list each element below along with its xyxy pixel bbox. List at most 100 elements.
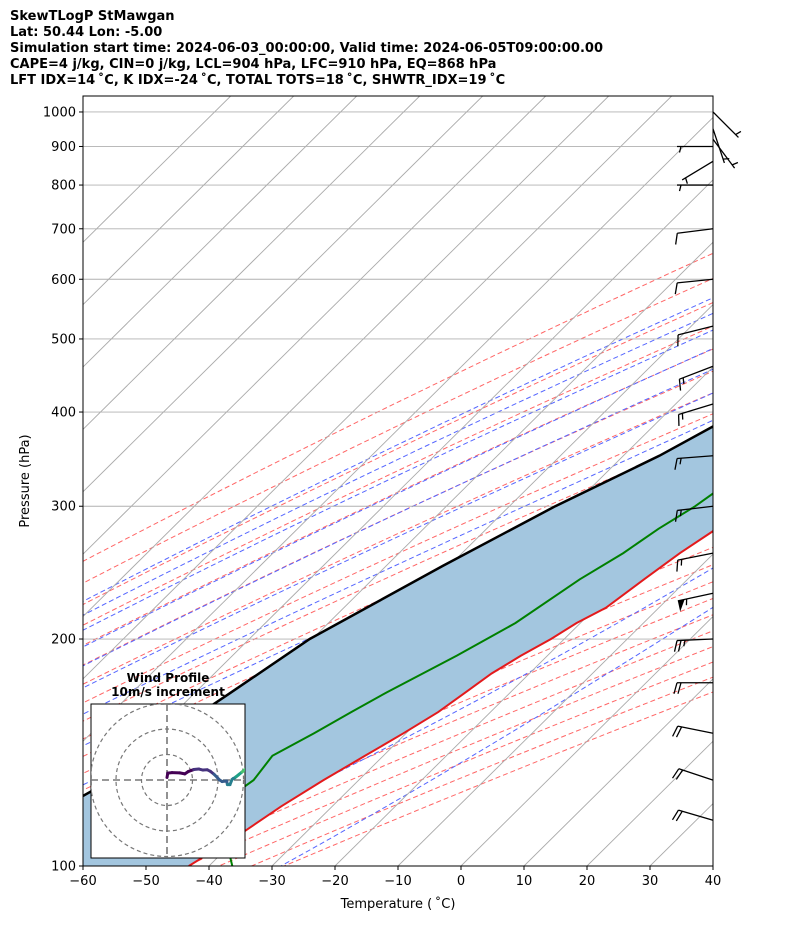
wind-barb	[674, 505, 714, 522]
barb-full-flag	[674, 510, 678, 522]
barb-half-flag	[678, 184, 682, 192]
barb-staff	[677, 638, 714, 642]
barb-staff	[677, 552, 714, 561]
x-tick-label: −10	[384, 874, 411, 889]
barb-staff	[678, 403, 714, 416]
hodograph-subtitle: 10m/s increment	[111, 685, 225, 699]
dry-adiabat-line	[83, 433, 713, 722]
title-line-2: Lat: 50.44 Lon: -5.00	[10, 25, 163, 40]
x-tick-label: −50	[132, 874, 159, 889]
wind-barb	[677, 325, 714, 347]
wind-barb	[681, 160, 714, 184]
wind-barb	[673, 682, 713, 694]
barb-staff	[677, 278, 714, 284]
moist-adiabat-line	[83, 419, 713, 715]
barb-full-flag	[671, 768, 680, 779]
moist-adiabat-line	[83, 392, 713, 689]
y-tick-label: 900	[51, 140, 76, 155]
isotherm-line	[83, 96, 610, 618]
title-line-1: SkewTLogP StMawgan	[10, 9, 175, 24]
title-line-3: Simulation start time: 2024-06-03_00:00:…	[10, 41, 603, 56]
isotherm-line	[460, 615, 713, 866]
barb-full-flag	[673, 640, 678, 652]
barb-full-flag	[671, 809, 680, 821]
y-tick-label: 1000	[43, 105, 76, 120]
barb-staff	[677, 228, 714, 234]
dry-adiabat-line	[83, 546, 713, 823]
wind-barb	[674, 278, 714, 295]
barb-full-flag	[674, 458, 678, 470]
barb-full-flag	[675, 810, 683, 822]
x-tick-label: −20	[321, 874, 348, 889]
wind-barb	[677, 145, 713, 153]
isotherm-line	[83, 96, 295, 306]
wind-barb	[676, 552, 714, 572]
barb-staff	[677, 455, 714, 460]
dry-adiabat-line	[83, 392, 713, 685]
x-tick-label: −60	[69, 874, 96, 889]
y-axis-label: Pressure (hPa)	[18, 434, 33, 527]
isotherm-line	[83, 96, 484, 493]
isotherm-line	[523, 678, 713, 866]
y-tick-label: 100	[51, 860, 76, 875]
wind-barbs	[671, 111, 742, 822]
barb-half-flag	[731, 161, 739, 166]
barb-full-flag	[675, 769, 684, 780]
barb-full-flag	[672, 725, 679, 737]
barb-staff	[678, 768, 714, 781]
barb-full-flag	[675, 233, 678, 245]
moist-adiabat-line	[83, 312, 713, 616]
dewpoint-line	[220, 492, 713, 866]
barb-staff	[712, 138, 736, 169]
title-line-4: CAPE=4 j/kg, CIN=0 j/kg, LCL=904 hPa, LF…	[10, 57, 497, 72]
isotherm-line	[83, 116, 713, 742]
barb-half-flag	[682, 377, 685, 384]
y-tick-label: 500	[51, 332, 76, 347]
y-tick-label: 400	[51, 406, 76, 421]
isotherm-line	[334, 491, 713, 866]
barb-full-flag	[678, 379, 682, 391]
wind-barb	[712, 111, 742, 138]
wind-barb	[677, 184, 713, 192]
barb-full-flag	[673, 682, 678, 694]
x-tick-label: −30	[258, 874, 285, 889]
x-tick-label: 40	[705, 874, 722, 889]
barb-half-flag	[678, 146, 682, 153]
barb-staff	[677, 505, 714, 512]
barb-half-flag	[679, 509, 682, 517]
barb-full-flag	[677, 682, 682, 694]
mixing-ratio-line	[762, 96, 794, 279]
wind-barb	[674, 455, 714, 470]
x-tick-label: 30	[642, 874, 659, 889]
dry-adiabat-line	[83, 277, 713, 584]
y-tick-label: 800	[51, 179, 76, 194]
barb-staff	[679, 365, 714, 380]
wind-barb	[672, 725, 714, 738]
dry-adiabat-line	[83, 325, 713, 626]
barb-full-flag	[677, 640, 682, 652]
isotherm-line	[83, 96, 673, 680]
x-tick-label: −40	[195, 874, 222, 889]
isotherm-line	[83, 96, 547, 555]
y-tick-label: 700	[51, 222, 76, 237]
temperature-line	[188, 529, 713, 866]
isotherm-line	[83, 96, 358, 368]
barb-staff	[678, 809, 714, 821]
barb-staff	[677, 725, 714, 734]
barb-staff	[677, 325, 714, 336]
barb-pennant	[677, 599, 685, 612]
barb-half-flag	[679, 458, 682, 465]
barb-full-flag	[675, 726, 683, 738]
x-tick-label: 10	[516, 874, 533, 889]
hodograph-title: Wind Profile	[127, 671, 210, 685]
wind-barb	[673, 638, 714, 652]
barb-half-flag	[684, 177, 688, 184]
barb-half-flag	[735, 130, 742, 136]
dry-adiabat-line	[83, 348, 713, 646]
hodograph-ring	[91, 704, 245, 858]
x-tick-label: 20	[579, 874, 596, 889]
barb-half-flag	[683, 640, 686, 647]
hodograph-plot-area	[91, 704, 245, 858]
title-line-5: LFT IDX=14 ˚C, K IDX=-24 ˚C, TOTAL TOTS=…	[10, 73, 506, 88]
